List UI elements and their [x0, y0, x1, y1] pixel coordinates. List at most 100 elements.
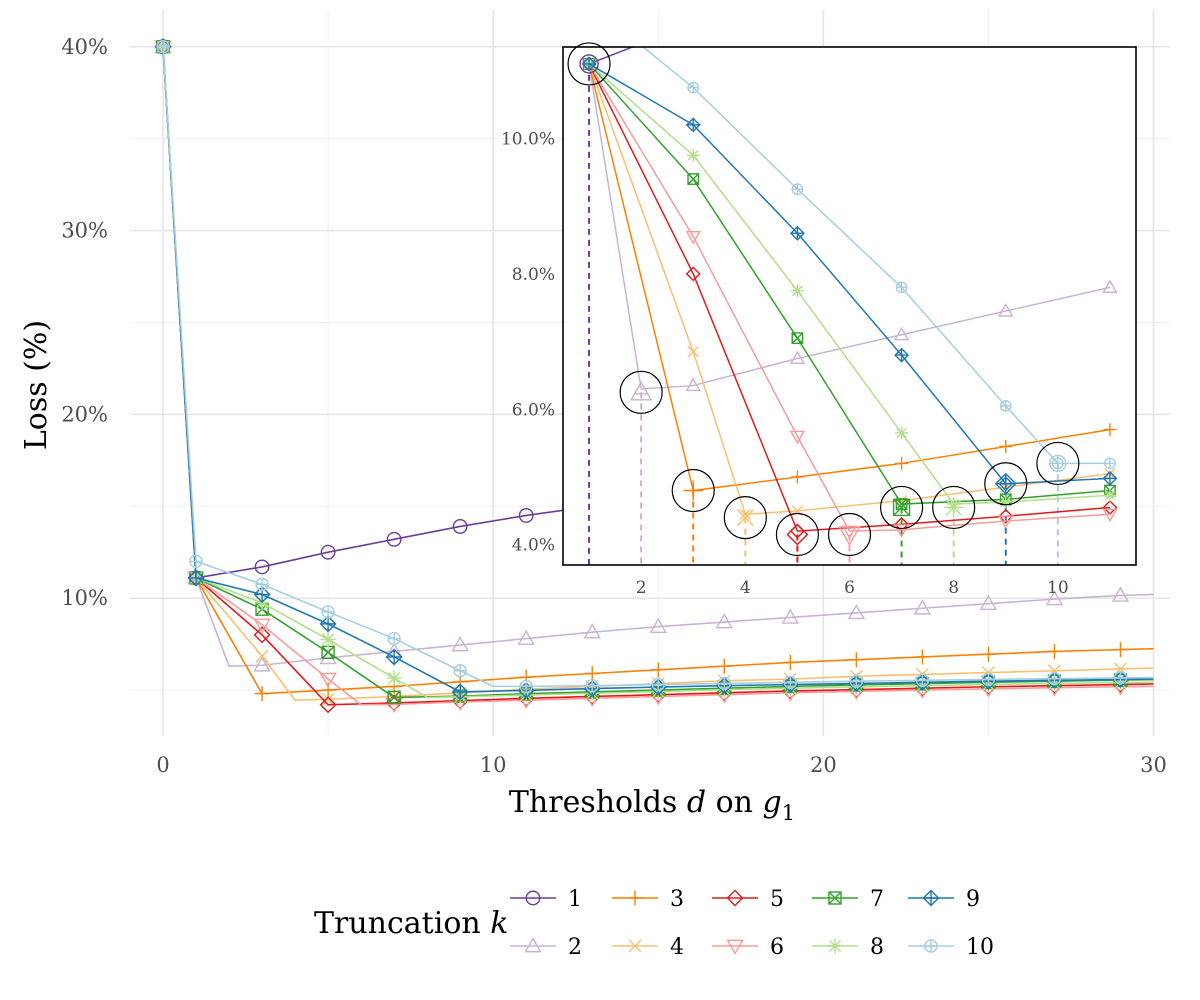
- data-point: [320, 544, 336, 560]
- x-axis-title: Thresholds d on g1: [509, 785, 795, 825]
- minimum-highlight-circle: [671, 468, 715, 513]
- data-point: [452, 519, 468, 534]
- legend-label: 8: [870, 935, 884, 960]
- series-3: [155, 39, 1154, 702]
- y-tick-label: 30%: [61, 219, 108, 243]
- data-point: [981, 672, 996, 687]
- data-point: [1111, 586, 1130, 602]
- data-point: [781, 608, 800, 624]
- y-tick-label: 20%: [61, 402, 108, 426]
- minimum-marker: [838, 526, 861, 546]
- inset-data-point: [581, 56, 597, 72]
- data-point: [386, 670, 402, 686]
- data-point: [1112, 642, 1128, 658]
- inset-data-point: [739, 508, 752, 520]
- data-point: [913, 599, 932, 615]
- data-point: [321, 645, 335, 660]
- series-line: [162, 46, 1154, 699]
- data-point: [451, 636, 469, 652]
- data-point: [319, 615, 337, 633]
- inset-x-tick-label: 8: [948, 578, 959, 598]
- data-point: [518, 507, 534, 523]
- data-point: [453, 664, 467, 678]
- inset-data-point: [1102, 499, 1118, 515]
- data-point: [782, 654, 798, 670]
- data-point: [451, 683, 469, 701]
- data-point: [254, 559, 270, 575]
- minimum-highlight-circle: [984, 462, 1028, 506]
- data-point: [584, 666, 600, 682]
- data-point: [783, 675, 798, 690]
- data-point: [320, 632, 336, 648]
- minimum-highlight-circle: [1036, 441, 1080, 486]
- x-axis-title-subscript: 1: [782, 801, 795, 825]
- legend-title: Truncation k: [314, 906, 508, 941]
- x-axis-title-part: d: [687, 785, 706, 820]
- inset-data-point: [1103, 488, 1117, 502]
- data-point: [649, 617, 667, 633]
- x-tick-label: 20: [810, 753, 837, 777]
- inset-data-point: [999, 399, 1012, 412]
- inset-y-tick-label: 4.0%: [512, 536, 555, 556]
- legend-title-part: Truncation: [314, 906, 490, 941]
- x-tick-label: 0: [156, 753, 169, 777]
- inset-data-point: [895, 456, 909, 470]
- data-point: [187, 569, 205, 587]
- inset-background: [563, 47, 1136, 565]
- data-point: [386, 531, 402, 547]
- inset-data-point: [789, 430, 806, 445]
- minimum-highlight-circle: [879, 485, 924, 530]
- legend-label: 6: [770, 935, 784, 960]
- data-point: [517, 629, 535, 645]
- data-point: [319, 672, 337, 688]
- data-point: [387, 690, 401, 705]
- legend-key-marker: [627, 890, 643, 906]
- inset-data-point: [685, 231, 701, 245]
- inset-data-point: [894, 347, 910, 363]
- inset-series-line: [588, 63, 1111, 492]
- y-axis-title: Loss (%): [19, 320, 54, 450]
- series-10: [156, 40, 1154, 694]
- legend-key-marker: [726, 939, 744, 955]
- data-point: [387, 631, 401, 646]
- legend-item-6: 6: [712, 935, 784, 960]
- main-tick-labels: 0 10 20 30 10% 20% 30% 40%: [61, 35, 1167, 777]
- inset-data-point: [685, 266, 701, 282]
- inset-data-point: [686, 148, 700, 162]
- inset-data-point: [685, 377, 701, 392]
- data-point: [385, 694, 403, 712]
- y-tick-label: 10%: [61, 586, 108, 610]
- data-point: [385, 648, 403, 666]
- inset-data-point: [1103, 423, 1117, 437]
- minimum-marker: [786, 523, 809, 546]
- inset-data-point: [998, 303, 1014, 317]
- inset-data-point: [685, 117, 701, 133]
- data-point: [253, 656, 271, 672]
- data-point: [979, 594, 998, 610]
- inset-data-point: [893, 326, 910, 341]
- inset-minimum-highlights: [567, 42, 1080, 557]
- data-point: [915, 673, 930, 688]
- inset-series-line: [588, 63, 1110, 485]
- minimum-marker: [1049, 454, 1067, 473]
- inset-data-point: [791, 332, 804, 345]
- inset-data-point: [790, 470, 804, 484]
- x-axis-title-part: Thresholds: [509, 785, 687, 820]
- data-point: [716, 658, 732, 674]
- legend-label: 5: [770, 887, 784, 912]
- data-point: [848, 652, 864, 668]
- minimum-marker: [994, 472, 1017, 495]
- inset-data-point: [841, 525, 858, 540]
- inset-data-point: [998, 508, 1014, 524]
- legend-key-marker: [828, 891, 842, 905]
- legend-label: 7: [870, 887, 884, 912]
- data-point: [253, 626, 271, 644]
- data-point: [849, 674, 864, 688]
- inset-data-point: [789, 350, 806, 365]
- inset-data-point: [790, 284, 804, 298]
- minimum-highlight-circle: [723, 496, 767, 540]
- data-point: [717, 676, 731, 691]
- inset-y-tick-label: 8.0%: [512, 265, 555, 285]
- data-point: [519, 679, 533, 694]
- x-tick-label: 10: [480, 753, 507, 777]
